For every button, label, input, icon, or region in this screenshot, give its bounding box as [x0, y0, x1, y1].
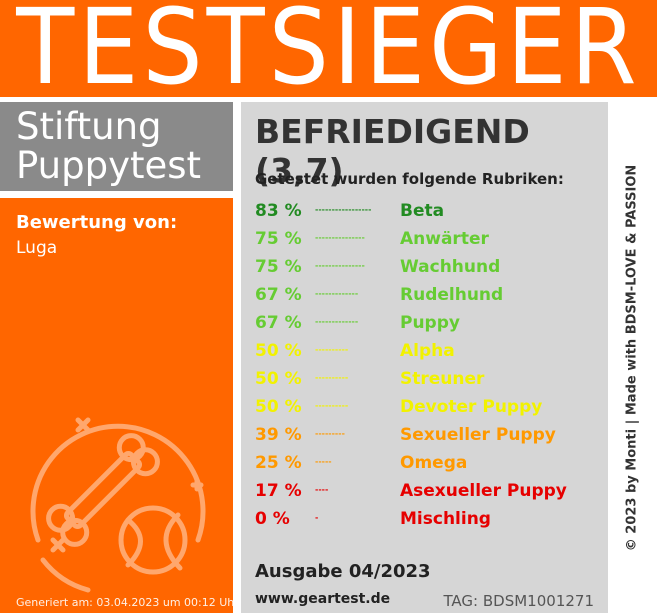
testsieger-banner: TESTSIEGER: [0, 0, 657, 101]
rubric-dots: -------------: [315, 289, 359, 298]
website-link[interactable]: www.geartest.de: [255, 591, 391, 607]
copyright-text: © 2023 by Monti | Made with BDSM-LOVE & …: [624, 164, 640, 551]
generated-timestamp: Generiert am: 03.04.2023 um 00:12 Uhr: [16, 596, 233, 609]
rubric-name: Asexueller Puppy: [400, 481, 567, 501]
rubric-name: Omega: [400, 453, 468, 473]
rubric-row: 17 % ---- Asexueller Puppy: [255, 478, 605, 506]
rubric-row: 50 % ---------- Streuner: [255, 366, 605, 394]
rubric-row: 39 % --------- Sexueller Puppy: [255, 422, 605, 450]
copyright-vertical: © 2023 by Monti | Made with BDSM-LOVE & …: [612, 102, 652, 613]
rubric-percent: 67 %: [255, 313, 302, 333]
rubric-dots: ----: [315, 485, 329, 494]
rubric-dots: -----: [315, 457, 332, 466]
rubric-name: Mischling: [400, 509, 491, 529]
rubric-dots: ---------------: [315, 233, 365, 242]
rubric-intro: Getestet wurden folgende Rubriken:: [255, 170, 564, 188]
rubric-percent: 17 %: [255, 481, 302, 501]
result-panel: BEFRIEDIGEND (3,7) Getestet wurden folge…: [241, 102, 608, 613]
brand-line-1: Stiftung: [16, 105, 162, 148]
rubric-row: 0 % - Mischling: [255, 506, 605, 534]
tag-id: TAG: BDSM1001271: [443, 592, 594, 610]
rubric-percent: 50 %: [255, 341, 302, 361]
rubric-dots: -: [315, 513, 319, 522]
rubric-row: 75 % --------------- Wachhund: [255, 254, 605, 282]
rubric-percent: 75 %: [255, 229, 302, 249]
rubric-name: Rudelhund: [400, 285, 504, 305]
verdict-grade: BEFRIEDIGEND (3,7): [255, 112, 530, 190]
rubric-row: 50 % ---------- Devoter Puppy: [255, 394, 605, 422]
rubric-percent: 83 %: [255, 201, 302, 221]
rating-info-panel: Bewertung von: Luga Generiert am: 03.04.…: [0, 198, 233, 613]
rubric-dots: ----------: [315, 373, 349, 382]
rubric-list: 83 % ----------------- Beta 75 % -------…: [255, 198, 605, 534]
banner-title: TESTSIEGER: [16, 0, 641, 109]
rubric-name: Streuner: [400, 369, 485, 389]
rubric-row: 83 % ----------------- Beta: [255, 198, 605, 226]
rubric-name: Anwärter: [400, 229, 489, 249]
rubric-percent: 67 %: [255, 285, 302, 305]
rubric-dots: ---------------: [315, 261, 365, 270]
rubric-name: Puppy: [400, 313, 460, 333]
rubric-dots: ---------: [315, 429, 345, 438]
rubric-name: Devoter Puppy: [400, 397, 543, 417]
rating-by-label: Bewertung von:: [16, 212, 178, 233]
rubric-percent: 25 %: [255, 453, 302, 473]
rubric-name: Sexueller Puppy: [400, 425, 556, 445]
rubric-percent: 50 %: [255, 397, 302, 417]
issue-label: Ausgabe 04/2023: [255, 561, 431, 582]
rubric-row: 75 % --------------- Anwärter: [255, 226, 605, 254]
rubric-name: Wachhund: [400, 257, 501, 277]
rubric-row: 50 % ---------- Alpha: [255, 338, 605, 366]
rubric-dots: ----------: [315, 401, 349, 410]
brand-line-2: Puppytest: [16, 144, 202, 187]
rating-by-value: Luga: [16, 238, 58, 258]
rubric-row: 67 % ------------- Rudelhund: [255, 282, 605, 310]
rubric-percent: 50 %: [255, 369, 302, 389]
rubric-dots: ----------: [315, 345, 349, 354]
rubric-percent: 39 %: [255, 425, 302, 445]
rubric-dots: -------------: [315, 317, 359, 326]
brand-box: Stiftung Puppytest: [0, 102, 233, 191]
rubric-row: 25 % ----- Omega: [255, 450, 605, 478]
rubric-percent: 0 %: [255, 509, 290, 529]
rubric-name: Beta: [400, 201, 445, 221]
rubric-percent: 75 %: [255, 257, 302, 277]
rubric-name: Alpha: [400, 341, 455, 361]
rubric-row: 67 % ------------- Puppy: [255, 310, 605, 338]
bone-and-ball-icon: [30, 417, 206, 593]
rubric-dots: -----------------: [315, 205, 372, 214]
